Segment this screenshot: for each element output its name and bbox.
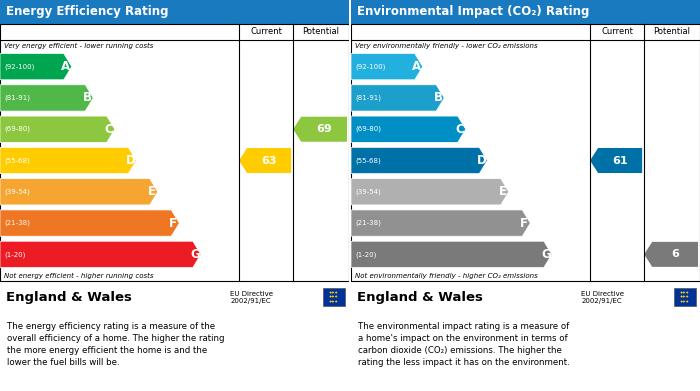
Polygon shape bbox=[0, 54, 71, 80]
Text: G: G bbox=[541, 248, 551, 261]
Text: (1-20): (1-20) bbox=[355, 251, 377, 258]
Text: (39-54): (39-54) bbox=[355, 188, 381, 195]
Text: E: E bbox=[148, 185, 156, 198]
Text: B: B bbox=[83, 91, 92, 104]
Text: The energy efficiency rating is a measure of the
overall efficiency of a home. T: The energy efficiency rating is a measur… bbox=[7, 322, 225, 367]
Polygon shape bbox=[351, 241, 552, 267]
Text: (92-100): (92-100) bbox=[355, 63, 386, 70]
Polygon shape bbox=[0, 116, 115, 142]
Text: (39-54): (39-54) bbox=[4, 188, 29, 195]
Text: D: D bbox=[477, 154, 486, 167]
Text: (21-38): (21-38) bbox=[355, 220, 381, 226]
Polygon shape bbox=[0, 147, 136, 174]
Polygon shape bbox=[0, 179, 158, 205]
Polygon shape bbox=[293, 117, 347, 142]
Text: Current: Current bbox=[250, 27, 282, 36]
Text: F: F bbox=[520, 217, 528, 230]
Polygon shape bbox=[351, 210, 531, 236]
Bar bbox=[351, 0, 700, 24]
Text: 61: 61 bbox=[612, 156, 628, 165]
Text: (81-91): (81-91) bbox=[355, 95, 381, 101]
Polygon shape bbox=[239, 148, 291, 173]
Text: Potential: Potential bbox=[654, 27, 691, 36]
Text: England & Wales: England & Wales bbox=[357, 291, 483, 303]
Text: Very environmentally friendly - lower CO₂ emissions: Very environmentally friendly - lower CO… bbox=[355, 43, 538, 48]
Text: D: D bbox=[125, 154, 135, 167]
Text: A: A bbox=[61, 60, 70, 73]
Text: B: B bbox=[434, 91, 442, 104]
Text: F: F bbox=[169, 217, 177, 230]
Text: Not environmentally friendly - higher CO₂ emissions: Not environmentally friendly - higher CO… bbox=[355, 273, 538, 278]
Text: (55-68): (55-68) bbox=[4, 157, 29, 164]
Text: 63: 63 bbox=[261, 156, 277, 165]
Text: (55-68): (55-68) bbox=[355, 157, 381, 164]
Text: (92-100): (92-100) bbox=[4, 63, 34, 70]
Polygon shape bbox=[0, 85, 93, 111]
Bar bbox=[0, 0, 349, 24]
Text: (69-80): (69-80) bbox=[355, 126, 381, 133]
Text: 69: 69 bbox=[316, 124, 332, 134]
Text: EU Directive
2002/91/EC: EU Directive 2002/91/EC bbox=[581, 291, 624, 303]
Polygon shape bbox=[351, 54, 423, 80]
Text: C: C bbox=[456, 123, 464, 136]
Text: (21-38): (21-38) bbox=[4, 220, 30, 226]
Text: A: A bbox=[412, 60, 421, 73]
Text: Environmental Impact (CO₂) Rating: Environmental Impact (CO₂) Rating bbox=[357, 5, 589, 18]
Polygon shape bbox=[351, 147, 487, 174]
Text: E: E bbox=[499, 185, 507, 198]
Text: (69-80): (69-80) bbox=[4, 126, 30, 133]
Polygon shape bbox=[0, 210, 179, 236]
Bar bbox=[674, 288, 696, 306]
Polygon shape bbox=[0, 241, 201, 267]
Text: G: G bbox=[190, 248, 200, 261]
Text: (1-20): (1-20) bbox=[4, 251, 25, 258]
Text: Energy Efficiency Rating: Energy Efficiency Rating bbox=[6, 5, 169, 18]
Text: Current: Current bbox=[601, 27, 633, 36]
Text: (81-91): (81-91) bbox=[4, 95, 30, 101]
Text: ✦✦✦
✦✦✦
✦✦✦: ✦✦✦ ✦✦✦ ✦✦✦ bbox=[680, 291, 690, 303]
Polygon shape bbox=[351, 179, 509, 205]
Text: 6: 6 bbox=[671, 249, 679, 259]
Polygon shape bbox=[644, 242, 698, 267]
Text: The environmental impact rating is a measure of
a home's impact on the environme: The environmental impact rating is a mea… bbox=[358, 322, 570, 367]
Bar bbox=[323, 288, 345, 306]
Text: EU Directive
2002/91/EC: EU Directive 2002/91/EC bbox=[230, 291, 273, 303]
Polygon shape bbox=[351, 85, 444, 111]
Text: England & Wales: England & Wales bbox=[6, 291, 132, 303]
Text: C: C bbox=[104, 123, 113, 136]
Text: Potential: Potential bbox=[302, 27, 340, 36]
Polygon shape bbox=[590, 148, 642, 173]
Text: Very energy efficient - lower running costs: Very energy efficient - lower running co… bbox=[4, 43, 153, 48]
Text: ✦✦✦
✦✦✦
✦✦✦: ✦✦✦ ✦✦✦ ✦✦✦ bbox=[329, 291, 339, 303]
Polygon shape bbox=[351, 116, 466, 142]
Bar bbox=[0, 281, 349, 313]
Bar bbox=[351, 281, 700, 313]
Text: Not energy efficient - higher running costs: Not energy efficient - higher running co… bbox=[4, 273, 153, 278]
